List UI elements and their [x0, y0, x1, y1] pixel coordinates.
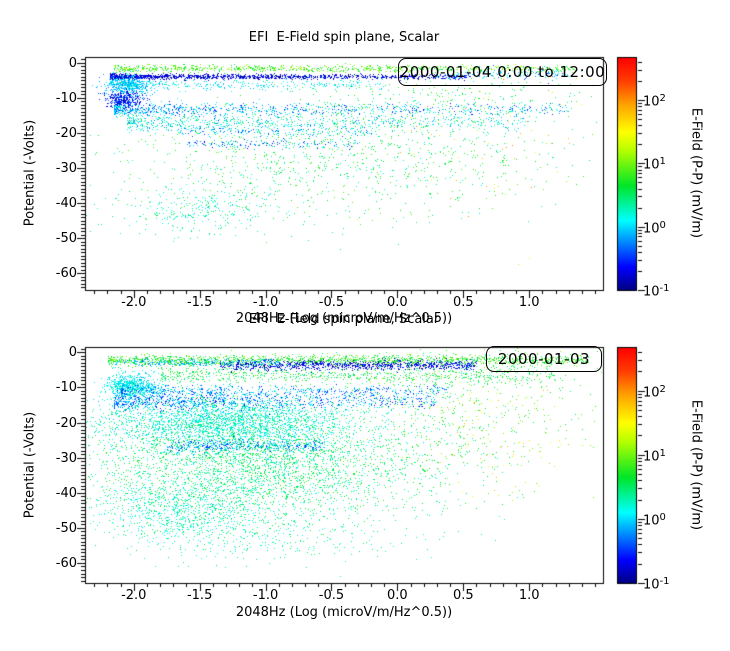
panel1-yaxis-label: Potential (-Volts) [22, 119, 38, 227]
panel2-legend-text: 2000-01-03 [497, 350, 591, 368]
panel1-colorbar-label: E-Field (P-P) (mV/m) [688, 107, 704, 239]
panel2-legend-box: 2000-01-03 [486, 346, 602, 372]
panel2-xaxis-label: 2048Hz (Log (microV/m/Hz^0.5)) [235, 605, 453, 620]
panel1-title: EFI E-Field spin plane, Scalar [248, 30, 440, 45]
panel2-yaxis-label: Potential (-Volts) [22, 411, 38, 519]
panel1-legend-box: 2000-01-04 0:00 to 12:00 [398, 58, 607, 86]
panel2-title: EFI E-Field spin plane, Scalar [248, 312, 440, 327]
panel1-legend-text: 2000-01-04 0:00 to 12:00 [399, 63, 606, 81]
panel2-colorbar-label: E-Field (P-P) (mV/m) [688, 399, 704, 531]
panel1-xaxis-label: 2048Hz (Log (microV/m/Hz^0.5)) [235, 311, 453, 326]
